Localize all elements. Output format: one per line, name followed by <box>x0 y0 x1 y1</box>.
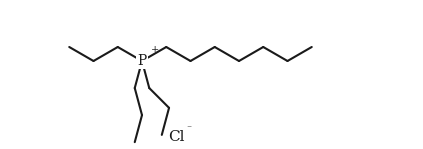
Text: ⁻: ⁻ <box>186 124 191 133</box>
Text: Cl: Cl <box>168 130 185 144</box>
Text: P: P <box>137 54 147 68</box>
Text: +: + <box>151 45 159 54</box>
